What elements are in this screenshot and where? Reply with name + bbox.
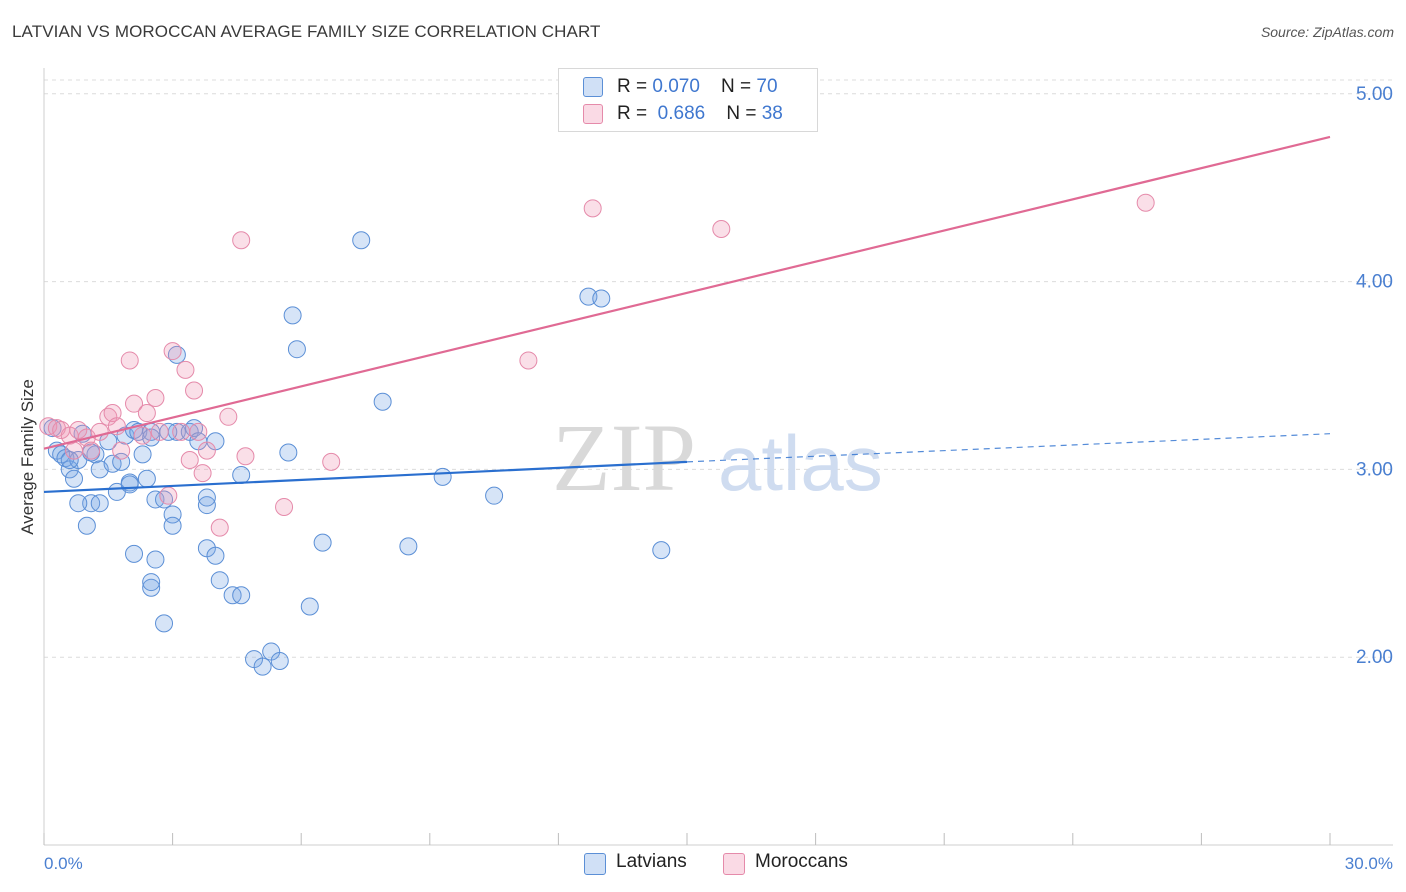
moroccan-point [519,351,538,370]
latvian-point [65,469,84,488]
moroccan-point [1136,193,1155,212]
x-tick-label-min: 0.0% [44,854,83,873]
grid [44,79,1393,658]
legend-r-value: 0.686 [657,103,706,124]
latvian-point [155,614,174,633]
moroccan-point [163,342,182,361]
latvian-point [433,467,452,486]
correlation-legend: R = 0.070 N = 70 R = 0.686 N = 38 [558,68,818,132]
latvian-point [373,392,392,411]
latvian-point [163,516,182,535]
latvian-point [197,496,216,515]
latvian-point [210,571,229,590]
latvian-point [352,231,371,250]
moroccan-point [712,220,731,238]
moroccan-point [185,381,204,400]
legend-r-label: R = [617,103,653,124]
moroccan-point [150,422,169,441]
watermark-atlas: atlas [718,419,883,507]
moroccan-point [275,497,294,516]
moroccan-point [210,518,229,537]
latvian-point [197,488,216,507]
moroccan-point [180,451,199,469]
legend-n-value: 38 [761,103,783,124]
y-tick-label: 2.00 [1356,647,1393,668]
latvian-point [60,451,79,469]
latvian-point [592,289,611,308]
moroccan-point [219,407,238,426]
latvian-point [146,550,165,569]
moroccan-point [125,394,144,413]
trend-lines [43,135,1331,494]
moroccan-point [232,231,251,250]
chart-source: Source: ZipAtlas.com [1260,24,1394,40]
latvian-point [232,586,251,605]
moroccan-point [146,389,165,408]
latvian-point [232,466,251,485]
moroccans-legend-label: Moroccans [755,851,848,872]
moroccan-point [137,404,156,423]
latvian-point [142,578,161,597]
chart-title: LATVIAN VS MOROCCAN AVERAGE FAMILY SIZE … [12,22,601,41]
latvian-point [253,657,272,676]
x-tick-label-max: 30.0% [1345,854,1393,873]
latvian-point [485,486,504,505]
latvian-point [270,651,289,670]
moroccan-point [197,441,216,460]
moroccan-point [133,426,152,445]
latvian-point [90,494,109,513]
moroccan-point [236,447,255,466]
y-tick-labels: 2.00 3.00 4.00 5.00 [1356,84,1393,668]
moroccan-point [65,441,84,460]
latvian-point [125,544,144,563]
latvians-legend-label: Latvians [616,851,687,872]
latvian-point [77,516,96,535]
latvian-point [69,494,88,513]
latvians-legend-swatch [584,853,606,875]
latvian-point [133,445,152,464]
moroccan-point [112,441,131,460]
y-tick-label: 4.00 [1356,272,1393,293]
latvians-swatch [583,77,603,97]
legend-r-label: R = [617,76,653,97]
latvian-point [300,597,319,616]
legend-r-value: 0.070 [652,76,700,97]
y-axis-label: Average Family Size [18,379,37,535]
watermark-zip: ZIP [552,404,696,511]
moroccan-point [172,422,191,441]
moroccans-legend-swatch [723,853,745,875]
latvian-point [313,533,332,552]
latvians-points [43,231,671,676]
y-tick-label: 5.00 [1356,84,1393,105]
latvians-trend-line [43,460,688,494]
moroccan-point [82,441,101,460]
legend-n-value: 70 [756,76,778,97]
moroccan-point [583,199,602,218]
moroccan-point [189,422,208,441]
latvian-point [120,475,139,494]
axes [43,68,1393,846]
moroccan-point [120,351,139,370]
latvian-point [137,469,156,488]
latvian-point [399,537,418,556]
moroccans-swatch [583,104,603,124]
moroccan-point [322,452,341,471]
moroccans-trend-line [43,135,1331,450]
latvians-trend-extension [686,433,1331,463]
legend-n-label: N = [726,103,762,124]
y-tick-label: 3.00 [1356,459,1393,480]
moroccan-point [193,464,212,483]
moroccan-point [176,360,195,379]
latvian-point [142,573,161,592]
latvian-point [283,306,302,325]
latvian-point [652,541,671,560]
latvian-point [279,443,298,462]
moroccan-point [159,486,178,505]
latvian-point [287,340,306,359]
latvian-point [206,546,225,565]
watermark: ZIP atlas [552,404,883,511]
legend-n-label: N = [721,76,757,97]
